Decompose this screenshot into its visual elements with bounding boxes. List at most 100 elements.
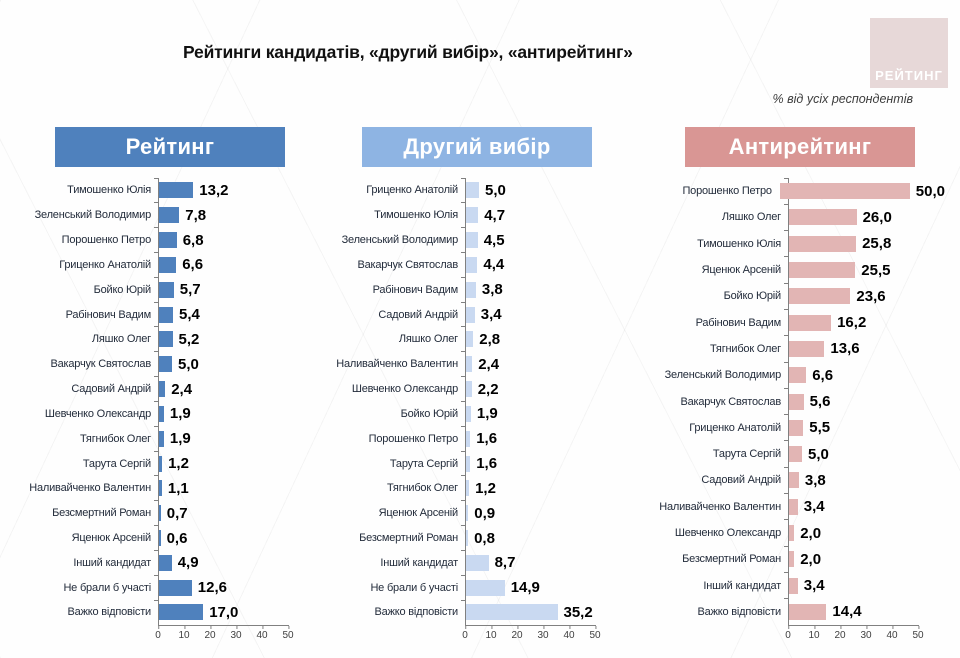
chart-row: Шевченко Олександр 2,0: [655, 519, 945, 546]
axis-tick-label: 10: [808, 625, 820, 641]
axis-tick-label: 30: [537, 625, 549, 641]
axis-tick-label: 40: [563, 625, 575, 641]
chart-row: Вакарчук Святослав 5,0: [25, 351, 315, 377]
bar-cell: 12,6: [158, 579, 315, 596]
panel-header-antirating: Антирейтинг: [685, 127, 915, 167]
value-label: 26,0: [862, 208, 892, 226]
bar: [466, 604, 558, 621]
value-label: 4,9: [177, 554, 199, 572]
axis-tick-label: 50: [589, 625, 601, 641]
chart-row: Не брали б участі 14,9: [332, 574, 622, 600]
axis-tick-label: 30: [230, 625, 242, 641]
chart-row: Інший кандидат 8,7: [332, 549, 622, 575]
value-label: 4,5: [483, 231, 505, 249]
category-label: Не брали б участі: [370, 581, 458, 594]
bar: [466, 381, 472, 398]
bar: [789, 577, 798, 594]
bar: [466, 455, 471, 472]
bar-cell: 1,9: [158, 430, 315, 447]
bar: [159, 331, 173, 348]
category-label: Не брали б участі: [63, 581, 151, 594]
bar: [789, 340, 825, 357]
value-label: 14,9: [510, 579, 540, 597]
bar: [159, 455, 163, 472]
bar-cell: 3,4: [465, 306, 622, 323]
category-label: Зеленський Володимир: [341, 234, 459, 247]
category-label: Важко відповісти: [67, 606, 152, 619]
x-axis: 0 10 20 30 40 50: [462, 625, 601, 644]
value-label: 5,5: [809, 419, 831, 437]
category-label: Гриценко Анатолій: [59, 258, 151, 271]
category-label: Садовий Андрій: [71, 383, 151, 396]
category-label: Тимошенко Юлія: [697, 237, 781, 250]
bar: [789, 498, 798, 515]
value-label: 6,6: [812, 366, 834, 384]
value-label: 16,2: [837, 314, 867, 332]
value-label: 17,0: [209, 603, 239, 621]
bar-cell: 5,6: [788, 393, 945, 410]
value-label: 12,6: [197, 579, 227, 597]
axis-tick-label: 40: [256, 625, 268, 641]
respondents-note: % від усіх респондентів: [772, 92, 913, 106]
bar-cell: 0,8: [465, 530, 622, 547]
value-label: 35,2: [563, 603, 593, 621]
chart-row: Шевченко Олександр 2,2: [332, 376, 622, 402]
bar: [466, 306, 475, 323]
category-label: Ляшко Олег: [91, 333, 151, 346]
chart-row: Безсмертний Роман 0,8: [332, 525, 622, 551]
value-label: 1,6: [476, 455, 498, 473]
chart-row: Тягнибок Олег 1,2: [332, 475, 622, 501]
chart-row: Тягнибок Олег 13,6: [655, 335, 945, 362]
bar: [466, 579, 505, 596]
bar: [466, 182, 479, 199]
value-label: 3,4: [480, 306, 502, 324]
bar-cell: 6,8: [158, 232, 315, 249]
bar: [159, 604, 204, 621]
category-label: Рабінович Вадим: [372, 283, 459, 296]
chart-row: Інший кандидат 3,4: [655, 571, 945, 598]
panel-antirating: Антирейтинг Порошенко Петро 50,0 Ляшко Оле…: [655, 127, 945, 644]
category-label: Ляшко Олег: [721, 211, 781, 224]
bar-cell: 1,9: [158, 405, 315, 422]
bar-cell: 7,8: [158, 207, 315, 224]
category-label: Бойко Юрій: [400, 407, 459, 420]
bar: [159, 554, 172, 571]
value-label: 23,6: [856, 287, 886, 305]
category-label: Порошенко Петро: [61, 234, 152, 247]
chart-row: Ляшко Олег 5,2: [25, 326, 315, 352]
bar: [789, 472, 799, 489]
bar: [159, 281, 174, 298]
x-axis: 0 10 20 30 40 50: [155, 625, 294, 644]
category-label: Безсмертний Роман: [52, 507, 151, 520]
category-label: Гриценко Анатолій: [689, 421, 781, 434]
value-label: 7,8: [185, 206, 207, 224]
chart-row: Вакарчук Святослав 5,6: [655, 387, 945, 414]
bar-chart-rating: Тимошенко Юлія 13,2 Зеленський Володимир 7,…: [25, 177, 315, 625]
y-axis-line: [158, 178, 159, 625]
bar-cell: 50,0: [779, 183, 945, 200]
bar-cell: 1,6: [465, 455, 622, 472]
bar-cell: 0,9: [465, 505, 622, 522]
chart-row: Гриценко Анатолій 6,6: [25, 251, 315, 277]
value-label: 3,8: [481, 281, 503, 299]
chart-row: Тарута Сергій 5,0: [655, 440, 945, 467]
chart-row: Важко відповісти 17,0: [25, 599, 315, 625]
bar: [159, 182, 194, 199]
chart-row: Ляшко Олег 26,0: [655, 203, 945, 230]
bar-cell: 5,4: [158, 306, 315, 323]
bar-cell: 1,6: [465, 430, 622, 447]
category-label: Наливайченко Валентин: [336, 358, 458, 371]
value-label: 1,9: [169, 430, 191, 448]
chart-row: Шевченко Олександр 1,9: [25, 400, 315, 426]
category-label: Бойко Юрій: [723, 290, 782, 303]
bar: [466, 430, 471, 447]
category-label: Рабінович Вадим: [65, 308, 152, 321]
bar: [779, 183, 910, 200]
category-label: Тимошенко Юлія: [374, 209, 458, 222]
x-axis: 0 10 20 30 40 50: [785, 625, 924, 644]
value-label: 8,7: [494, 554, 516, 572]
chart-row: Садовий Андрій 2,4: [25, 376, 315, 402]
axis-tick-label: 0: [155, 625, 161, 641]
axis-tick-label: 20: [834, 625, 846, 641]
bar-cell: 0,6: [158, 530, 315, 547]
